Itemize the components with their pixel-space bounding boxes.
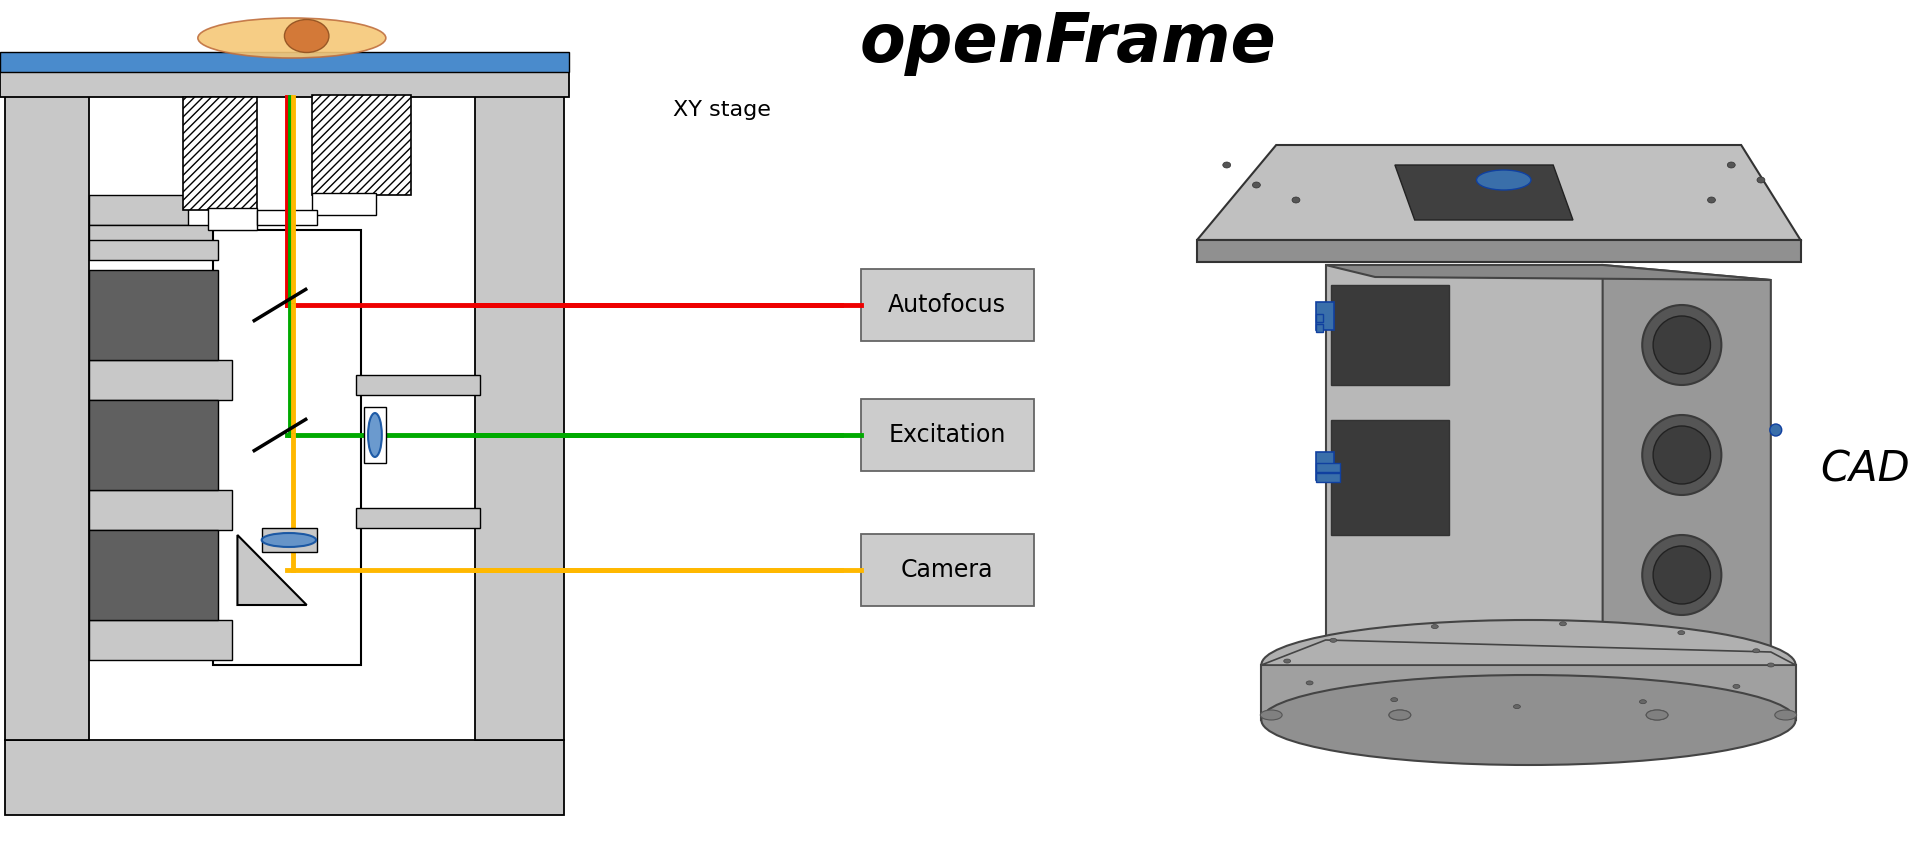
Bar <box>475 95 563 740</box>
Bar <box>6 95 89 740</box>
Ellipse shape <box>1252 182 1260 188</box>
Bar <box>860 534 1034 606</box>
Bar <box>357 508 480 528</box>
Bar <box>183 97 257 210</box>
Bar <box>6 740 563 815</box>
Bar <box>89 490 233 530</box>
Ellipse shape <box>1260 710 1283 720</box>
Polygon shape <box>1325 265 1771 280</box>
Bar <box>1331 285 1449 385</box>
Ellipse shape <box>1559 622 1566 626</box>
Ellipse shape <box>1389 710 1410 720</box>
Bar <box>860 399 1034 471</box>
Ellipse shape <box>1767 663 1775 667</box>
Ellipse shape <box>1645 710 1669 720</box>
Polygon shape <box>1198 145 1800 240</box>
Bar <box>1316 314 1323 322</box>
Ellipse shape <box>1732 684 1740 688</box>
Bar <box>0 52 569 72</box>
Ellipse shape <box>1775 710 1796 720</box>
Polygon shape <box>1603 265 1771 652</box>
Ellipse shape <box>199 18 386 58</box>
Bar <box>89 225 212 255</box>
Polygon shape <box>1395 165 1572 220</box>
Text: CAD: CAD <box>1821 449 1910 491</box>
Polygon shape <box>1198 240 1800 262</box>
Ellipse shape <box>1431 625 1439 628</box>
Polygon shape <box>237 535 307 605</box>
Ellipse shape <box>1753 649 1759 652</box>
Ellipse shape <box>1262 620 1796 710</box>
Ellipse shape <box>1514 705 1520 709</box>
Bar <box>89 240 218 260</box>
Bar <box>89 530 218 620</box>
Bar <box>1316 302 1333 330</box>
Text: Camera: Camera <box>901 558 993 582</box>
Bar <box>1331 420 1449 535</box>
Ellipse shape <box>1678 631 1684 634</box>
Ellipse shape <box>1653 426 1711 484</box>
Text: Autofocus: Autofocus <box>887 293 1007 317</box>
Ellipse shape <box>1306 681 1314 685</box>
Bar <box>312 95 411 195</box>
Bar <box>89 360 233 400</box>
Text: XY stage: XY stage <box>673 100 770 120</box>
Ellipse shape <box>1640 699 1645 704</box>
Polygon shape <box>1262 665 1796 720</box>
Ellipse shape <box>1329 639 1337 642</box>
Ellipse shape <box>368 413 382 457</box>
Bar <box>365 407 386 463</box>
Bar <box>89 270 218 360</box>
Ellipse shape <box>262 533 316 547</box>
Ellipse shape <box>1769 424 1782 436</box>
Bar <box>89 195 187 225</box>
Polygon shape <box>1262 640 1796 665</box>
Bar <box>262 528 316 552</box>
Bar <box>312 193 376 215</box>
Ellipse shape <box>1645 710 1669 720</box>
Text: Excitation: Excitation <box>889 423 1005 447</box>
Ellipse shape <box>1262 675 1796 765</box>
Ellipse shape <box>1292 197 1300 203</box>
Bar <box>89 400 218 490</box>
Ellipse shape <box>1726 162 1736 168</box>
Bar <box>357 375 480 395</box>
Ellipse shape <box>1389 710 1410 720</box>
Bar <box>89 620 233 660</box>
Ellipse shape <box>1223 162 1231 168</box>
Bar <box>212 230 361 665</box>
Ellipse shape <box>1391 698 1399 702</box>
Ellipse shape <box>1642 415 1721 495</box>
Bar <box>1316 463 1339 472</box>
Bar <box>1316 473 1339 482</box>
Ellipse shape <box>1757 177 1765 183</box>
Bar <box>208 208 257 230</box>
Bar <box>1316 324 1323 332</box>
Ellipse shape <box>1476 170 1532 190</box>
Ellipse shape <box>1707 197 1715 203</box>
Text: openFrame: openFrame <box>860 10 1277 76</box>
Bar <box>0 72 569 97</box>
Bar <box>1316 452 1333 480</box>
Ellipse shape <box>1642 305 1721 385</box>
Ellipse shape <box>1283 659 1291 663</box>
Ellipse shape <box>1653 316 1711 374</box>
Bar <box>1325 265 1603 640</box>
Ellipse shape <box>1653 546 1711 604</box>
Bar <box>257 210 316 225</box>
Ellipse shape <box>284 20 330 52</box>
Bar <box>860 269 1034 341</box>
Ellipse shape <box>1642 535 1721 615</box>
